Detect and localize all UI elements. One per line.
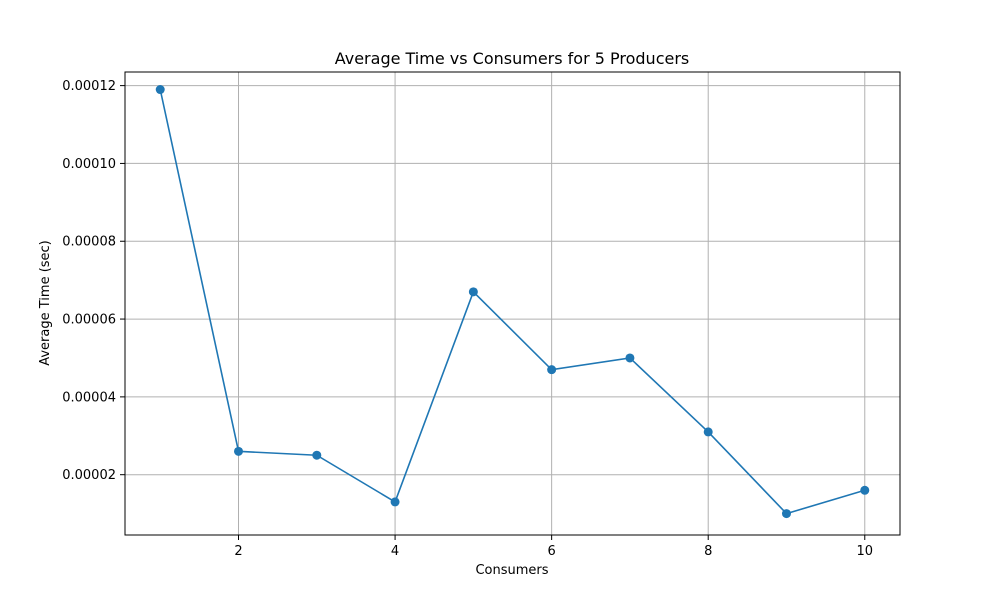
- y-tick-label: 0.00012: [62, 79, 116, 94]
- chart-title: Average Time vs Consumers for 5 Producer…: [335, 49, 690, 68]
- x-axis-label: Consumers: [475, 563, 548, 578]
- data-point: [155, 85, 165, 95]
- series-line: [159, 89, 866, 515]
- data-point: [312, 450, 322, 460]
- x-tick-label: 6: [548, 544, 556, 559]
- data-point: [625, 353, 635, 363]
- grid: [125, 72, 900, 535]
- y-tick-label: 0.00010: [62, 157, 116, 172]
- x-tick-label: 10: [856, 544, 873, 559]
- data-point: [468, 287, 478, 297]
- data-point: [860, 485, 870, 495]
- data-point: [547, 365, 557, 375]
- ticks: 2 4 6 8 10 0.00002 0.00004 0.00006 0.00008 0.0001…: [62, 79, 873, 559]
- y-tick-label: 0.00004: [62, 390, 116, 405]
- y-tick-label: 0.00008: [62, 235, 116, 250]
- y-axis-label: Average Time (sec): [38, 240, 53, 366]
- data-point: [390, 497, 400, 507]
- plot-frame: [124, 71, 901, 536]
- y-tick-label: 0.00002: [62, 468, 116, 483]
- x-tick-label: 8: [704, 544, 712, 559]
- series-layer: [155, 85, 870, 519]
- data-point: [234, 446, 244, 456]
- x-tick-label: 2: [234, 544, 242, 559]
- y-tick-label: 0.00006: [62, 313, 116, 328]
- x-tick-label: 4: [391, 544, 399, 559]
- data-point: [781, 509, 791, 519]
- data-point: [703, 427, 713, 437]
